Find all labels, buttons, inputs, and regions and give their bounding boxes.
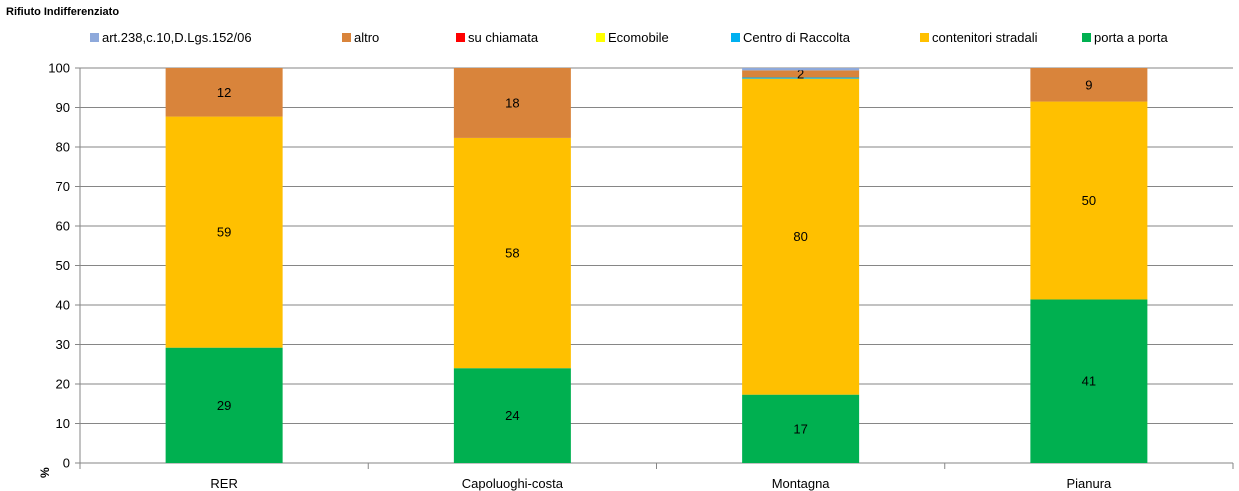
y-tick-label: 70	[56, 179, 70, 194]
legend-item: su chiamata	[456, 30, 538, 45]
legend-label: contenitori stradali	[932, 30, 1038, 45]
bar-segment	[453, 137, 571, 369]
x-tick-label: Capoluoghi-costa	[462, 476, 564, 491]
legend-item: contenitori stradali	[920, 30, 1038, 45]
legend-label: Centro di Raccolta	[743, 30, 850, 45]
legend-item: art.238,c.10,D.Lgs.152/06	[90, 30, 252, 45]
x-tick-label: Montagna	[772, 476, 831, 491]
bar-segment	[742, 68, 860, 71]
y-tick-label: 10	[56, 416, 70, 431]
legend-label: altro	[354, 30, 380, 45]
legend-swatch	[342, 33, 351, 42]
data-label: 9	[1085, 77, 1092, 92]
data-label: 24	[505, 408, 519, 423]
legend-label: su chiamata	[468, 30, 539, 45]
legend-swatch	[596, 33, 605, 42]
data-label: 17	[793, 421, 807, 436]
legend: art.238,c.10,D.Lgs.152/06 altro su chiamat…	[0, 0, 1239, 50]
y-tick-label: 30	[56, 337, 70, 352]
bar-segment	[165, 347, 283, 463]
legend-label: Ecomobile	[608, 30, 669, 45]
bar-segment	[165, 116, 283, 348]
bar-segment	[1030, 101, 1148, 300]
chart-title: Rifiuto Indifferenziato	[6, 6, 120, 18]
legend-item: Centro di Raccolta	[731, 30, 850, 45]
data-label: 59	[217, 225, 231, 240]
legend-swatch	[920, 33, 929, 42]
legend-item: porta a porta	[1082, 30, 1168, 45]
bar-segment	[742, 77, 860, 79]
data-label: 50	[1082, 193, 1096, 208]
x-tick-label: Pianura	[1066, 476, 1112, 491]
y-axis-label: %	[38, 467, 52, 478]
legend-swatch	[90, 33, 99, 42]
legend-item: altro	[342, 30, 379, 45]
y-tick-label: 60	[56, 219, 70, 234]
data-label: 41	[1082, 374, 1096, 389]
y-tick-label: 90	[56, 100, 70, 115]
legend-swatch	[1082, 33, 1091, 42]
bar-segment	[165, 68, 283, 117]
bar-segment	[453, 368, 571, 463]
legend-swatch	[456, 33, 465, 42]
legend-item: Ecomobile	[596, 30, 669, 45]
bar-segment	[742, 70, 860, 78]
bar-segment	[742, 394, 860, 463]
legend-label: porta a porta	[1094, 30, 1168, 45]
bar-segment	[1030, 299, 1148, 463]
y-tick-label: 50	[56, 258, 70, 273]
y-tick-label: 20	[56, 377, 70, 392]
y-tick-label: 80	[56, 140, 70, 155]
data-label: 18	[505, 95, 519, 110]
bar-segment	[453, 68, 571, 138]
y-tick-label: 100	[48, 61, 70, 76]
y-tick-label: 40	[56, 298, 70, 313]
legend-label: art.238,c.10,D.Lgs.152/06	[102, 30, 252, 45]
data-label: 58	[505, 246, 519, 261]
bar-segment	[742, 78, 860, 395]
y-tick-label: 0	[63, 456, 70, 471]
data-label: 80	[793, 229, 807, 244]
data-label: 2	[797, 66, 804, 81]
data-label: 29	[217, 398, 231, 413]
x-tick-label: RER	[210, 476, 237, 491]
bar-segment	[1030, 68, 1148, 102]
data-label: 12	[217, 85, 231, 100]
legend-swatch	[731, 33, 740, 42]
